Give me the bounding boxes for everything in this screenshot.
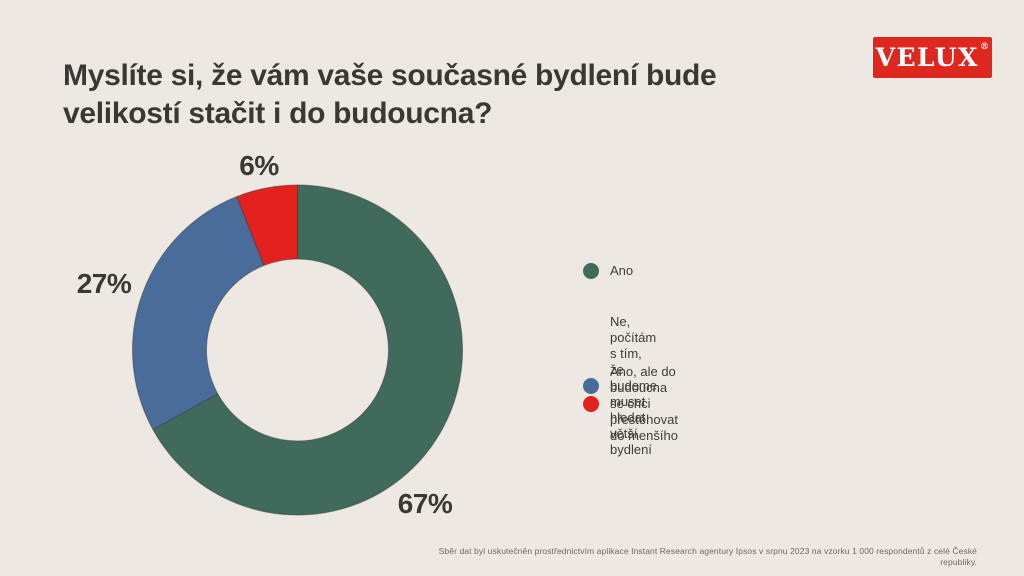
velux-logo-wordmark: VELUX®: [875, 42, 991, 72]
legend-item-ne: Ne, počítám s tím, že budeme muset hleda…: [583, 314, 657, 458]
page-title: Myslíte si, že vám vaše současné bydlení…: [63, 59, 717, 130]
source-note: Sběr dat byl uskutečněn prostřednictvím …: [438, 546, 977, 567]
legend-dot-green-icon: [583, 263, 599, 279]
segment-value-label-mensi: 6%: [239, 150, 279, 181]
donut-segment-0: [152, 184, 463, 516]
donut-segment-2: [236, 184, 298, 266]
registered-trademark-icon: ®: [979, 42, 991, 52]
segment-value-label-ne: 27%: [76, 268, 132, 299]
segment-value-label-ano: 67%: [397, 488, 453, 519]
legend-label: Ne, počítám s tím, že budeme muset hleda…: [610, 314, 657, 457]
legend-dot-blue-icon: [583, 378, 599, 394]
legend-item-mensi: Ano, ale do budoucna se chci přestěhovat…: [583, 364, 678, 444]
legend-label: Ano: [610, 263, 634, 278]
velux-logo: VELUX®: [873, 37, 992, 78]
legend-item-ano: Ano: [583, 263, 633, 279]
donut-segment-1: [132, 196, 265, 430]
legend-label: Ano, ale do budoucna se chci přestěhovat…: [610, 364, 678, 443]
legend-dot-red-icon: [583, 396, 599, 412]
